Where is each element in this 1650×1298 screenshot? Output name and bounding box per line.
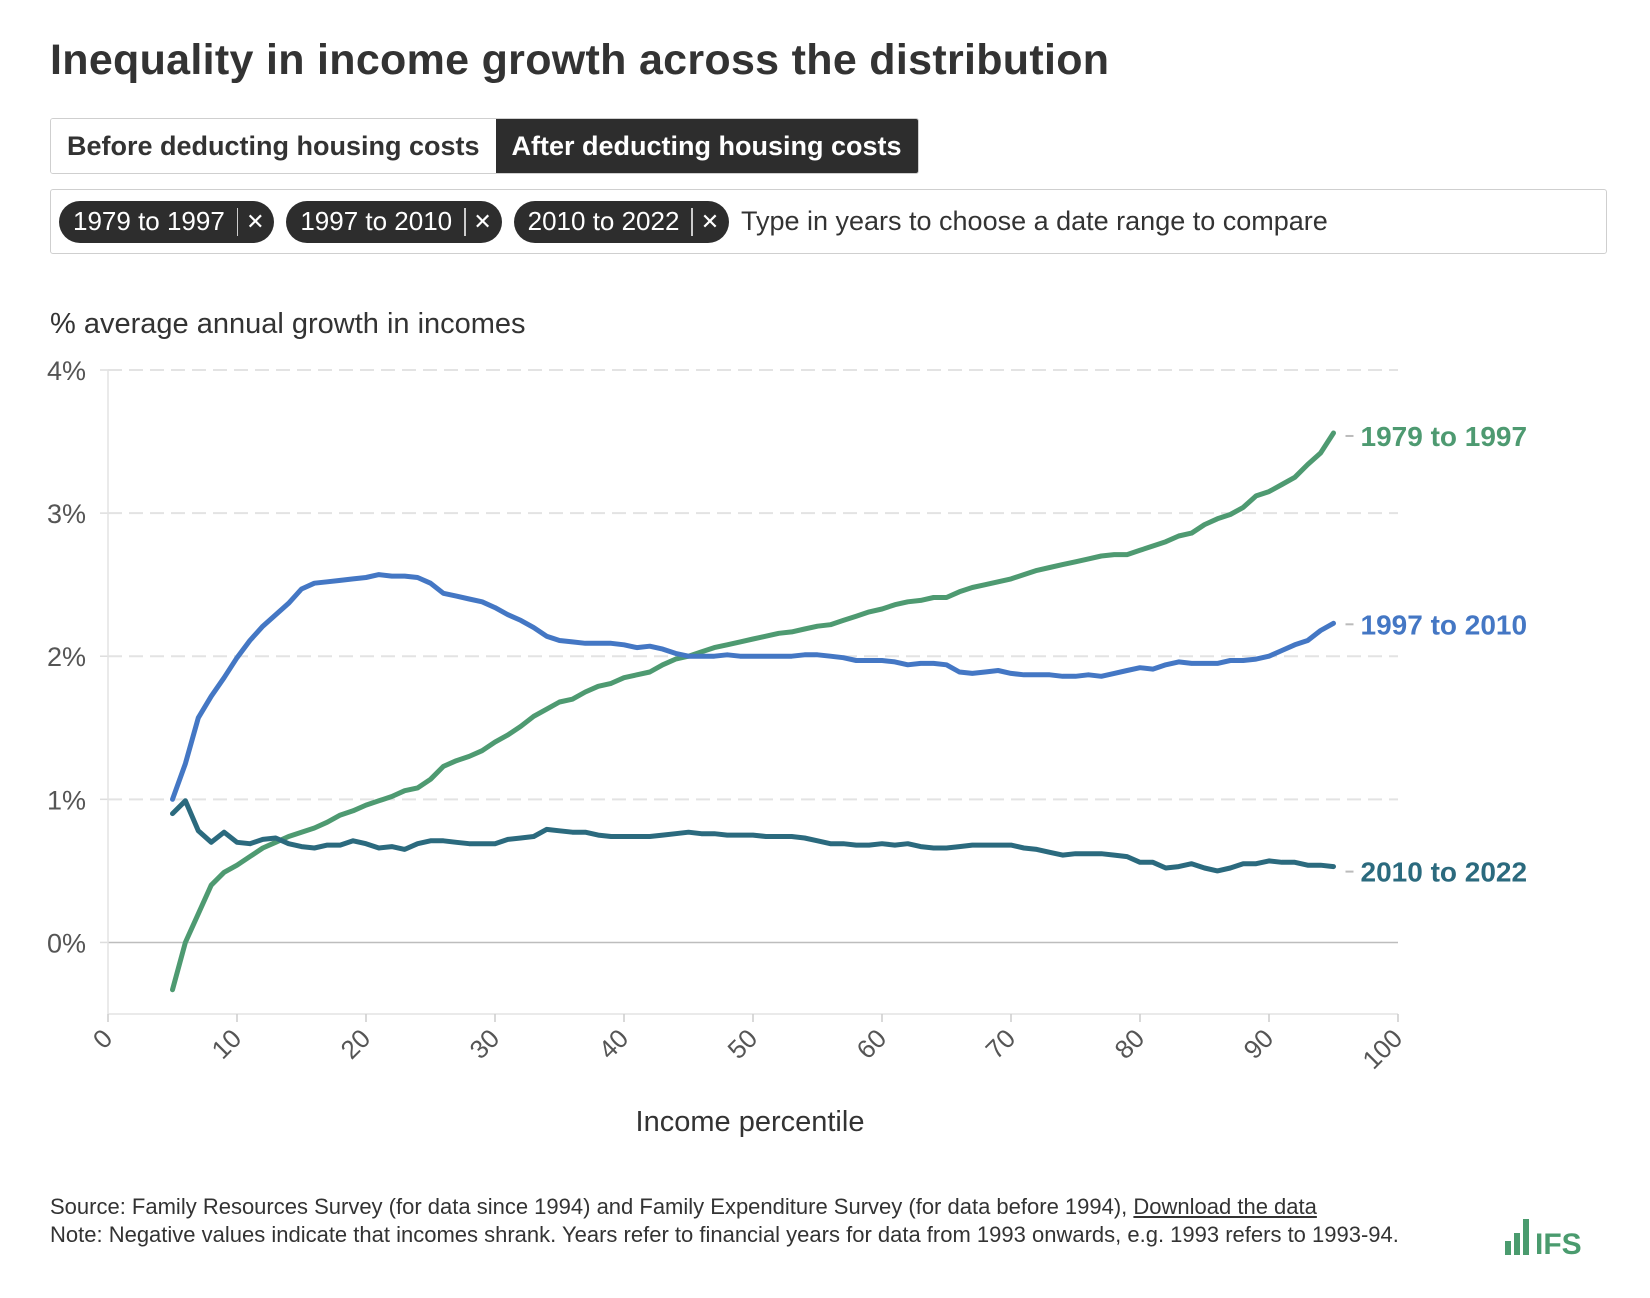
before-housing-costs-button[interactable]: Before deducting housing costs (51, 119, 496, 173)
chart-title: Inequality in income growth across the d… (50, 36, 1110, 84)
x-tick-label: 10 (206, 1023, 248, 1065)
series-line (170, 430, 1336, 993)
x-tick-label: 100 (1356, 1023, 1408, 1075)
y-tick-label: 4% (47, 356, 86, 386)
y-tick-label: 0% (47, 928, 86, 958)
y-axis-label: % average annual growth in incomes (50, 308, 526, 340)
x-tick-label: 60 (851, 1023, 893, 1065)
series-label: 2010 to 2022 (1361, 857, 1528, 888)
x-tick-label: 80 (1109, 1023, 1151, 1065)
tag-divider (236, 207, 239, 236)
close-icon[interactable]: ✕ (700, 208, 720, 234)
logo-text: IFS (1535, 1228, 1582, 1257)
chart-footer: Source: Family Resources Survey (for dat… (50, 1193, 1470, 1249)
source-text: Source: Family Resources Survey (for dat… (50, 1194, 1134, 1219)
series-line (170, 798, 1336, 874)
y-tick-label: 2% (47, 642, 86, 672)
date-range-tag-label: 1997 to 2010 (300, 206, 453, 236)
close-icon[interactable]: ✕ (473, 208, 492, 234)
x-axis-label: Income percentile (635, 1106, 865, 1138)
x-tick-label: 0 (87, 1023, 118, 1054)
housing-costs-toggle: Before deducting housing costs After ded… (50, 118, 919, 174)
close-icon[interactable]: ✕ (246, 208, 265, 234)
x-tick-label: 20 (335, 1023, 377, 1065)
tag-divider (464, 207, 466, 236)
series-label: 1979 to 1997 (1361, 421, 1528, 452)
x-tick-label: 50 (722, 1023, 764, 1065)
y-tick-label: 1% (47, 785, 86, 815)
date-range-tag: 1997 to 2010 ✕ (286, 200, 502, 243)
x-tick-label: 70 (980, 1023, 1022, 1065)
x-tick-label: 40 (593, 1023, 635, 1065)
y-tick-label: 3% (47, 499, 86, 529)
date-range-tag-label: 2010 to 2022 (527, 206, 680, 236)
ifs-logo: IFS (1505, 1219, 1582, 1257)
tag-divider (691, 207, 693, 236)
line-chart: 0% 1% 2% 3% 4% 0 10 20 30 40 50 60 70 80 90 100 1979 to … (47, 356, 1528, 1075)
x-tick-label: 90 (1238, 1023, 1280, 1065)
download-data-link[interactable]: Download the data (1133, 1194, 1317, 1219)
note-text: Note: Negative values indicate that inco… (50, 1222, 1399, 1247)
date-range-tag-label: 1979 to 1997 (73, 206, 225, 236)
series-line (170, 572, 1336, 802)
x-tick-label: 30 (464, 1023, 506, 1065)
after-housing-costs-button[interactable]: After deducting housing costs (495, 119, 918, 173)
date-range-search-input[interactable] (740, 201, 1606, 242)
date-range-selector: 1979 to 1997 ✕ 1997 to 2010 ✕ 2010 to 20… (50, 189, 1607, 254)
date-range-tag: 2010 to 2022 ✕ (513, 200, 729, 243)
series-label: 1997 to 2010 (1361, 609, 1528, 640)
date-range-tag: 1979 to 1997 ✕ (59, 200, 275, 243)
source-line: Source: Family Resources Survey (for dat… (50, 1193, 1470, 1221)
